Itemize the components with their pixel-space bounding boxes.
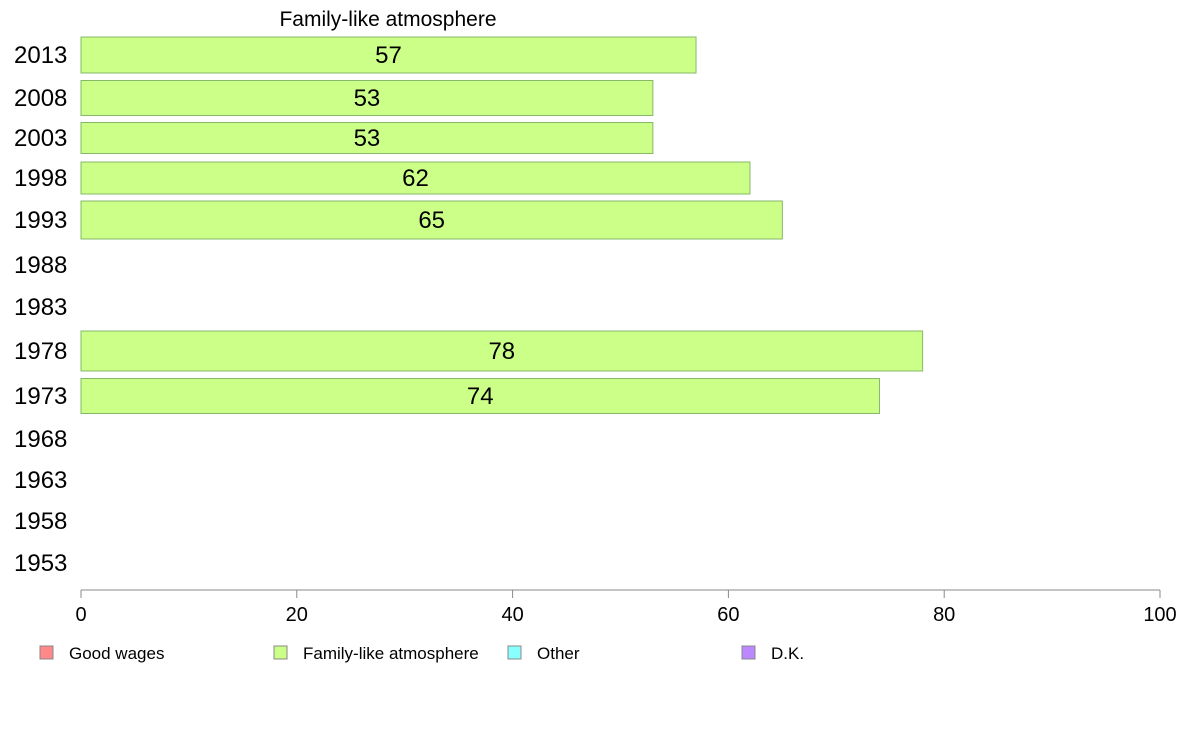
bar-2003 (80, 122, 654, 154)
category-label-1978: 1978 (14, 338, 67, 365)
legend-label-1: Family-like atmosphere (303, 644, 479, 663)
legend-label-0: Good wages (69, 644, 164, 663)
bar-value-label-2008: 53 (354, 85, 381, 112)
category-label-1983: 1983 (14, 294, 67, 321)
legend-swatch-2 (507, 645, 522, 660)
category-label-1988: 1988 (14, 252, 67, 279)
legend-swatch-3 (741, 645, 756, 660)
category-label-1973: 1973 (14, 383, 67, 410)
x-tick-label-20: 20 (286, 604, 308, 626)
legend-swatch-1 (273, 645, 288, 660)
bar-value-label-2013: 57 (375, 42, 402, 69)
x-tick-label-40: 40 (501, 604, 523, 626)
bar-value-label-1978: 78 (488, 338, 515, 365)
category-labels: 2013 2008 2003 1998 1993 1988 1983 1978 1973 1968… (14, 42, 67, 577)
category-label-2013: 2013 (14, 42, 67, 69)
category-label-1993: 1993 (14, 207, 67, 234)
category-label-1958: 1958 (14, 508, 67, 535)
bar-value-label-2003: 53 (354, 125, 381, 152)
chart-title: Family-like atmosphere (279, 8, 496, 31)
bar-value-label-1973: 74 (467, 383, 494, 410)
x-axis: 0 20 40 60 80 100 (75, 589, 1177, 626)
legend-label-3: D.K. (771, 644, 804, 663)
bar-1993 (80, 200, 783, 240)
category-label-2008: 2008 (14, 85, 67, 112)
bar-value-label-1993: 65 (418, 207, 445, 234)
bar-2013 (80, 36, 697, 74)
bar-1973 (80, 378, 880, 414)
category-label-2003: 2003 (14, 125, 67, 152)
x-tick-label-0: 0 (75, 604, 86, 626)
bar-1978 (80, 330, 924, 372)
x-tick-label-60: 60 (717, 604, 739, 626)
category-label-1963: 1963 (14, 467, 67, 494)
legend-swatch-0 (39, 645, 54, 660)
legend-label-2: Other (537, 644, 580, 663)
bar-value-label-1998: 62 (402, 165, 429, 192)
x-tick-label-80: 80 (933, 604, 955, 626)
bars-group: 57 53 53 62 65 78 74 (80, 36, 924, 414)
legend: Good wages Family-like atmosphere Other D.K… (39, 644, 804, 663)
category-label-1953: 1953 (14, 550, 67, 577)
x-tick-label-100: 100 (1143, 604, 1176, 626)
bar-2008 (80, 80, 654, 116)
category-label-1998: 1998 (14, 165, 67, 192)
category-label-1968: 1968 (14, 426, 67, 453)
bar-1998 (80, 161, 751, 195)
